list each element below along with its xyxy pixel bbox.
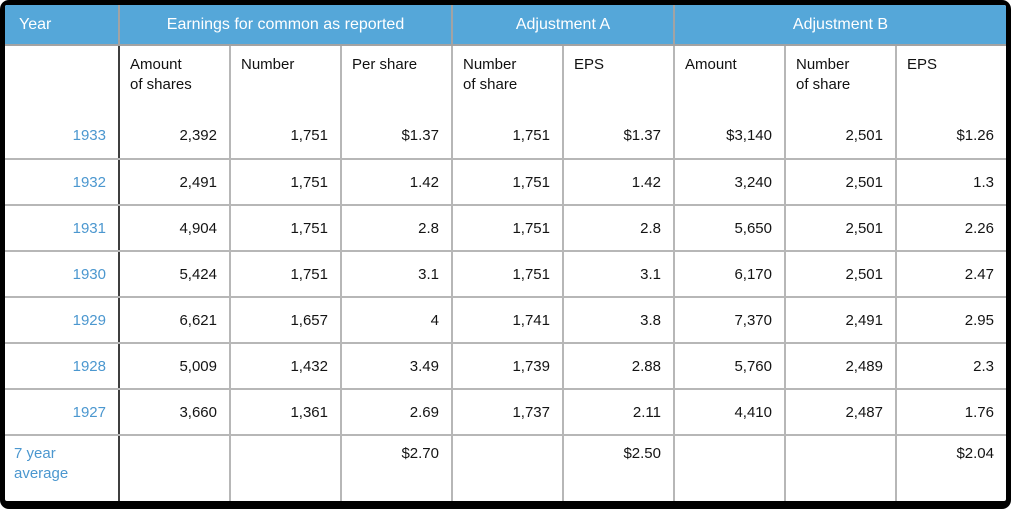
data-cell: 6,170	[673, 250, 786, 298]
data-cell: 2.8	[562, 204, 675, 252]
data-cell: 2,487	[784, 388, 897, 436]
data-cell: 5,650	[673, 204, 786, 252]
year-cell: 1929	[5, 296, 120, 344]
data-cell: 1,751	[229, 158, 342, 206]
data-cell: 1,751	[451, 250, 564, 298]
data-cell: 5,424	[118, 250, 231, 298]
summary-label: 7 year average	[5, 434, 120, 501]
data-cell: 1,751	[229, 113, 342, 160]
data-cell: 2.3	[895, 342, 1006, 390]
data-cell: 1,751	[451, 158, 564, 206]
year-cell: 1930	[5, 250, 120, 298]
subheader-number-of-share-b: Number of share	[784, 44, 897, 113]
data-cell: 1,739	[451, 342, 564, 390]
summary-cell	[118, 434, 231, 501]
subheader-eps-b: EPS	[895, 44, 1006, 113]
data-cell: $1.37	[562, 113, 675, 160]
summary-cell: $2.04	[895, 434, 1006, 501]
data-cell: 1,751	[229, 204, 342, 252]
column-group-adjustment-a: Adjustment A	[451, 5, 675, 46]
year-cell: 1933	[5, 113, 120, 160]
data-cell: 2,392	[118, 113, 231, 160]
column-group-year: Year	[5, 5, 120, 46]
summary-cell: $2.70	[340, 434, 453, 501]
data-cell: 2,491	[118, 158, 231, 206]
subheader-empty	[5, 44, 120, 113]
data-cell: 2.47	[895, 250, 1006, 298]
data-cell: 1,741	[451, 296, 564, 344]
summary-row: 7 year average $2.70 $2.50 $2.04	[5, 434, 1006, 501]
data-cell: 4,410	[673, 388, 786, 436]
subheader-number: Number	[229, 44, 342, 113]
data-cell: 2.69	[340, 388, 453, 436]
data-cell: $1.26	[895, 113, 1006, 160]
data-cell: 2,501	[784, 250, 897, 298]
data-cell: 2.11	[562, 388, 675, 436]
table-inner: Year Earnings for common as reported Adj…	[5, 5, 1006, 501]
table-row-1928: 1928 5,009 1,432 3.49 1,739 2.88 5,760 2…	[5, 342, 1006, 390]
earnings-table: Year Earnings for common as reported Adj…	[5, 5, 1006, 501]
data-cell: 1.42	[340, 158, 453, 206]
data-cell: 3.1	[340, 250, 453, 298]
data-cell: 1,737	[451, 388, 564, 436]
sub-header-row: Amount of shares Number Per share Number…	[5, 44, 1006, 113]
subheader-amount-of-shares: Amount of shares	[118, 44, 231, 113]
table-row-1932: 1932 2,491 1,751 1.42 1,751 1.42 3,240 2…	[5, 158, 1006, 206]
data-cell: 2,501	[784, 113, 897, 160]
year-cell: 1927	[5, 388, 120, 436]
data-cell: 7,370	[673, 296, 786, 344]
data-cell: 3.49	[340, 342, 453, 390]
column-group-earnings-reported: Earnings for common as reported	[118, 5, 453, 46]
data-cell: 1,657	[229, 296, 342, 344]
subheader-eps-a: EPS	[562, 44, 675, 113]
data-cell: 4	[340, 296, 453, 344]
data-cell: 3.1	[562, 250, 675, 298]
subheader-number-of-share-a: Number of share	[451, 44, 564, 113]
data-cell: 1.3	[895, 158, 1006, 206]
data-cell: 2.95	[895, 296, 1006, 344]
data-cell: 3,660	[118, 388, 231, 436]
data-cell: 1,751	[451, 113, 564, 160]
year-cell: 1932	[5, 158, 120, 206]
summary-cell	[673, 434, 786, 501]
data-cell: 1,361	[229, 388, 342, 436]
data-cell: 2,489	[784, 342, 897, 390]
data-cell: 1,432	[229, 342, 342, 390]
summary-cell	[229, 434, 342, 501]
data-cell: 2.88	[562, 342, 675, 390]
data-cell: 5,009	[118, 342, 231, 390]
column-group-header-row: Year Earnings for common as reported Adj…	[5, 5, 1006, 46]
column-group-adjustment-b: Adjustment B	[673, 5, 1006, 46]
data-cell: 5,760	[673, 342, 786, 390]
subheader-per-share: Per share	[340, 44, 453, 113]
data-cell: 3,240	[673, 158, 786, 206]
data-cell: 6,621	[118, 296, 231, 344]
year-cell: 1931	[5, 204, 120, 252]
data-cell: $3,140	[673, 113, 786, 160]
data-cell: 1.42	[562, 158, 675, 206]
data-cell: 1,751	[229, 250, 342, 298]
table-row-1933: 1933 2,392 1,751 $1.37 1,751 $1.37 $3,14…	[5, 113, 1006, 160]
table-row-1930: 1930 5,424 1,751 3.1 1,751 3.1 6,170 2,5…	[5, 250, 1006, 298]
year-cell: 1928	[5, 342, 120, 390]
data-cell: 2,501	[784, 158, 897, 206]
data-cell: 2.8	[340, 204, 453, 252]
data-cell: 1.76	[895, 388, 1006, 436]
summary-cell	[451, 434, 564, 501]
data-cell: 2.26	[895, 204, 1006, 252]
subheader-amount-b: Amount	[673, 44, 786, 113]
table-row-1927: 1927 3,660 1,361 2.69 1,737 2.11 4,410 2…	[5, 388, 1006, 436]
data-cell: $1.37	[340, 113, 453, 160]
data-cell: 2,491	[784, 296, 897, 344]
table-row-1931: 1931 4,904 1,751 2.8 1,751 2.8 5,650 2,5…	[5, 204, 1006, 252]
table-row-1929: 1929 6,621 1,657 4 1,741 3.8 7,370 2,491…	[5, 296, 1006, 344]
data-cell: 4,904	[118, 204, 231, 252]
data-cell: 1,751	[451, 204, 564, 252]
data-cell: 2,501	[784, 204, 897, 252]
summary-cell: $2.50	[562, 434, 675, 501]
data-cell: 3.8	[562, 296, 675, 344]
summary-cell	[784, 434, 897, 501]
